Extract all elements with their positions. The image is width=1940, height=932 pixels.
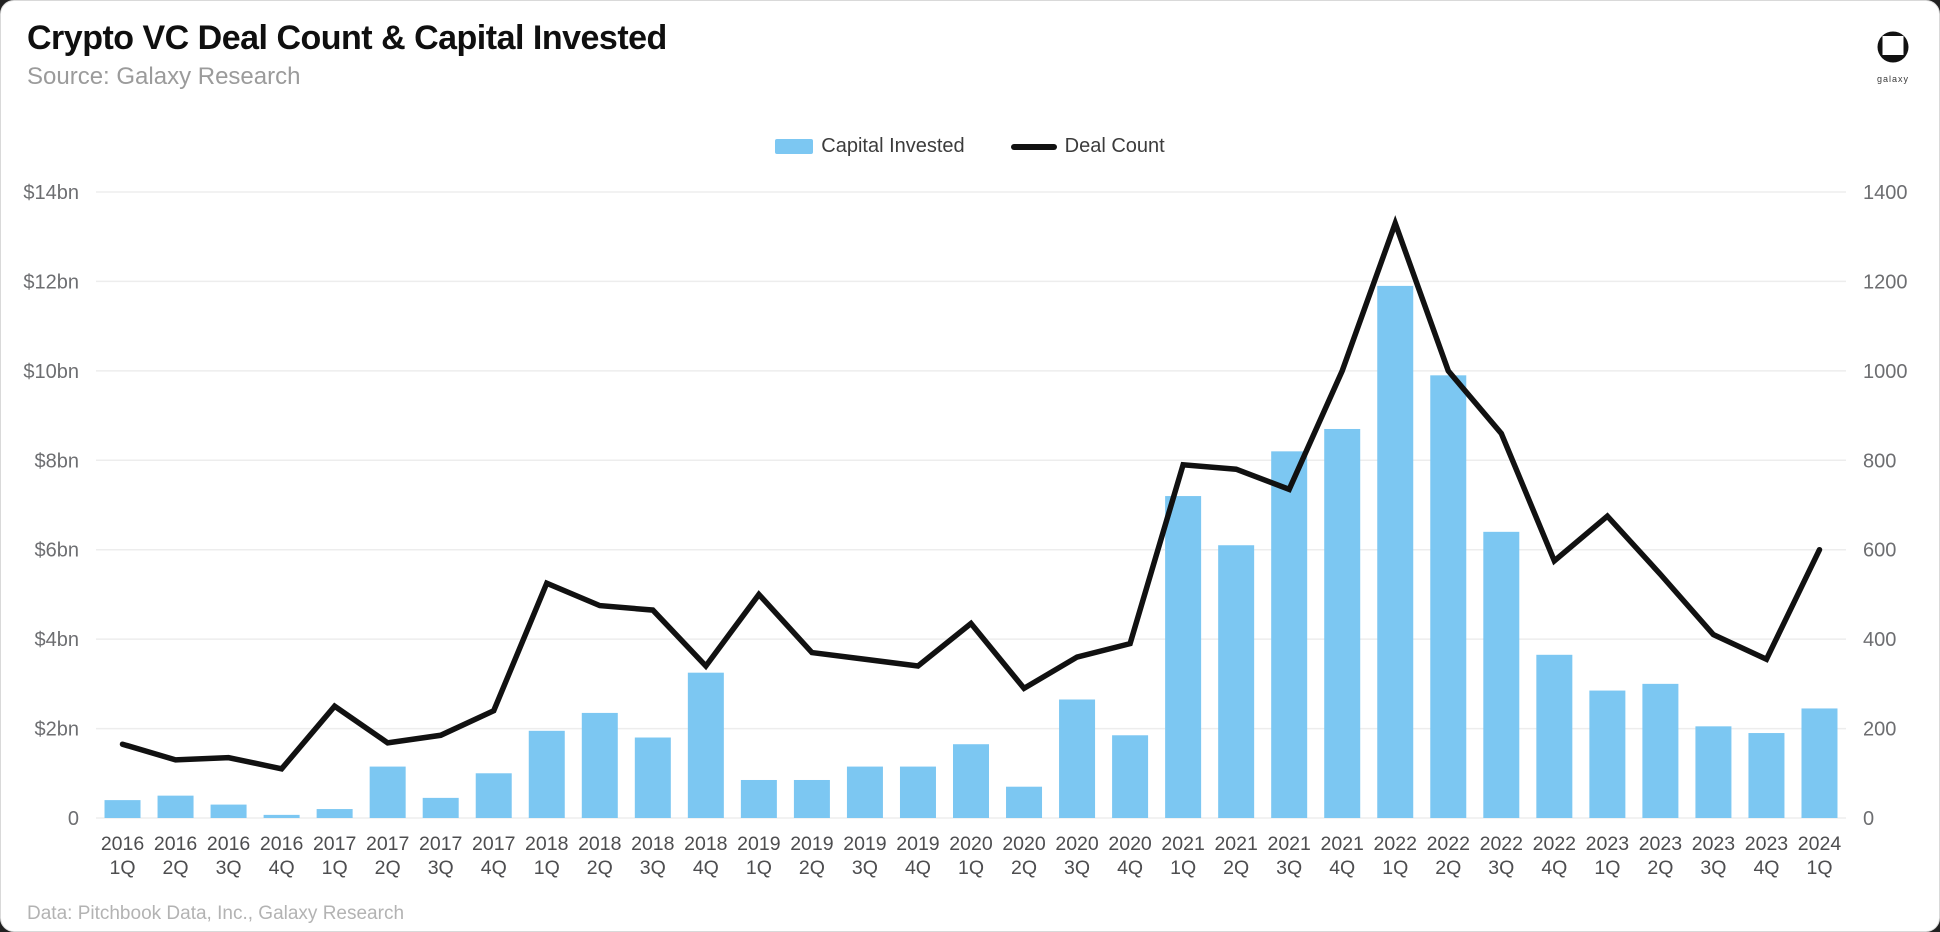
x-axis-label: 2024 1Q bbox=[1798, 833, 1842, 879]
x-axis-label: 2023 1Q bbox=[1586, 833, 1629, 879]
right-axis-tick-label: 800 bbox=[1863, 450, 1896, 472]
right-axis-tick-label: 600 bbox=[1863, 540, 1896, 562]
page-title: Crypto VC Deal Count & Capital Invested bbox=[27, 19, 667, 57]
capital-invested-bar bbox=[581, 712, 618, 818]
x-axis-label: 2018 2Q bbox=[578, 833, 621, 879]
x-axis-label: 2016 3Q bbox=[207, 833, 250, 879]
left-axis-tick-label: $12bn bbox=[23, 271, 79, 293]
capital-invested-bar bbox=[1695, 726, 1732, 818]
capital-invested-bar bbox=[1642, 683, 1679, 818]
x-axis-label: 2023 3Q bbox=[1692, 833, 1735, 879]
right-axis-tick-label: 0 bbox=[1863, 808, 1874, 830]
data-attribution: Data: Pitchbook Data, Inc., Galaxy Resea… bbox=[27, 903, 405, 924]
left-axis-tick-label: 0 bbox=[68, 808, 79, 830]
deal-count-line bbox=[119, 215, 1823, 772]
x-axis-label: 2018 4Q bbox=[684, 833, 727, 879]
legend-label-capital-invested: Capital Invested bbox=[821, 135, 965, 157]
capital-invested-bar bbox=[846, 766, 883, 818]
capital-invested-bar bbox=[1377, 285, 1414, 818]
capital-invested-bar bbox=[953, 744, 989, 818]
x-axis-label: 2017 1Q bbox=[313, 833, 356, 879]
x-axis-label: 2019 4Q bbox=[896, 833, 939, 879]
capital-invested-bar bbox=[1748, 733, 1785, 818]
left-axis-tick-label: $10bn bbox=[23, 361, 79, 383]
capital-invested-bar bbox=[1112, 735, 1149, 818]
capital-invested-bar bbox=[1536, 654, 1573, 818]
left-axis-tick-label: $6bn bbox=[35, 540, 80, 562]
x-axis-label: 2020 2Q bbox=[1002, 833, 1046, 879]
x-axis-label: 2016 4Q bbox=[260, 833, 303, 879]
right-axis-tick-label: 200 bbox=[1863, 719, 1896, 741]
capital-invested-bar bbox=[210, 804, 247, 818]
legend-item-capital-invested: Capital Invested bbox=[775, 135, 965, 158]
deal-count-swatch-icon bbox=[1010, 143, 1057, 150]
capital-invested-bar bbox=[1059, 699, 1096, 818]
galaxy-logo: galaxy bbox=[1865, 31, 1921, 84]
right-axis-tick-label: 1400 bbox=[1863, 182, 1908, 204]
capital-invested-bar bbox=[369, 766, 406, 818]
right-axis-tick-label: 400 bbox=[1863, 629, 1896, 651]
capital-invested-bar bbox=[1271, 451, 1308, 818]
left-axis-tick-label: $2bn bbox=[35, 719, 80, 741]
capital-invested-bar bbox=[1801, 708, 1838, 818]
capital-invested-bar bbox=[634, 737, 671, 818]
left-axis-tick-label: $8bn bbox=[35, 450, 80, 472]
x-axis-label: 2021 3Q bbox=[1267, 833, 1310, 879]
x-axis-label: 2019 3Q bbox=[843, 833, 886, 879]
x-axis-label: 2023 2Q bbox=[1639, 833, 1682, 879]
capital-invested-bar bbox=[1430, 375, 1467, 818]
legend-item-deal-count: Deal Count bbox=[1010, 135, 1165, 158]
x-axis-label: 2022 2Q bbox=[1427, 833, 1470, 879]
galaxy-logo-icon bbox=[1877, 31, 1909, 63]
capital-invested-bar bbox=[157, 795, 194, 818]
x-axis-label: 2019 2Q bbox=[790, 833, 833, 879]
capital-invested-bar bbox=[1165, 496, 1202, 818]
capital-invested-bar bbox=[1589, 690, 1626, 818]
chart-legend: Capital Invested Deal Count bbox=[1, 135, 1939, 158]
x-axis-label: 2017 4Q bbox=[472, 833, 515, 879]
x-axis-label: 2018 3Q bbox=[631, 833, 674, 879]
x-axis-label: 2022 4Q bbox=[1533, 833, 1576, 879]
capital-invested-bar bbox=[1324, 428, 1361, 818]
x-axis-label: 2021 2Q bbox=[1214, 833, 1257, 879]
left-axis-tick-label: $4bn bbox=[35, 629, 80, 651]
capital-invested-bar bbox=[1483, 531, 1520, 818]
capital-invested-bar bbox=[263, 814, 300, 818]
capital-invested-bar bbox=[1218, 545, 1255, 818]
capital-invested-bar bbox=[528, 730, 565, 818]
right-axis-tick-label: 1200 bbox=[1863, 271, 1908, 293]
capital-invested-bar bbox=[740, 779, 777, 818]
x-axis-label: 2016 2Q bbox=[154, 833, 197, 879]
capital-invested-bar bbox=[793, 779, 830, 818]
capital-invested-bar bbox=[475, 773, 512, 818]
x-axis-label: 2020 3Q bbox=[1055, 833, 1099, 879]
capital-invested-bar bbox=[316, 809, 353, 818]
galaxy-logo-text: galaxy bbox=[1876, 74, 1909, 84]
capital-invested-swatch-icon bbox=[775, 139, 814, 154]
x-axis-label: 2017 3Q bbox=[419, 833, 462, 879]
x-axis-label: 2021 4Q bbox=[1321, 833, 1364, 879]
x-axis-label: 2018 1Q bbox=[525, 833, 568, 879]
capital-invested-bar bbox=[687, 672, 724, 818]
x-axis-label: 2016 1Q bbox=[101, 833, 144, 879]
x-axis-label: 2022 1Q bbox=[1374, 833, 1417, 879]
x-axis-label: 2020 4Q bbox=[1108, 833, 1152, 879]
x-axis-label: 2021 1Q bbox=[1161, 833, 1204, 879]
source-subtitle: Source: Galaxy Research bbox=[27, 63, 301, 90]
capital-invested-bar bbox=[104, 800, 141, 818]
legend-label-deal-count: Deal Count bbox=[1064, 135, 1165, 157]
x-axis-label: 2020 1Q bbox=[949, 833, 993, 879]
capital-invested-bar bbox=[1006, 786, 1043, 818]
right-axis-tick-label: 1000 bbox=[1863, 361, 1908, 383]
left-axis-tick-label: $14bn bbox=[23, 182, 79, 204]
x-axis-label: 2022 3Q bbox=[1480, 833, 1523, 879]
x-axis-label: 2019 1Q bbox=[737, 833, 780, 879]
capital-invested-bar bbox=[899, 766, 936, 818]
x-axis-label: 2023 4Q bbox=[1745, 833, 1788, 879]
x-axis-label: 2017 2Q bbox=[366, 833, 409, 879]
capital-invested-bar bbox=[422, 797, 459, 818]
